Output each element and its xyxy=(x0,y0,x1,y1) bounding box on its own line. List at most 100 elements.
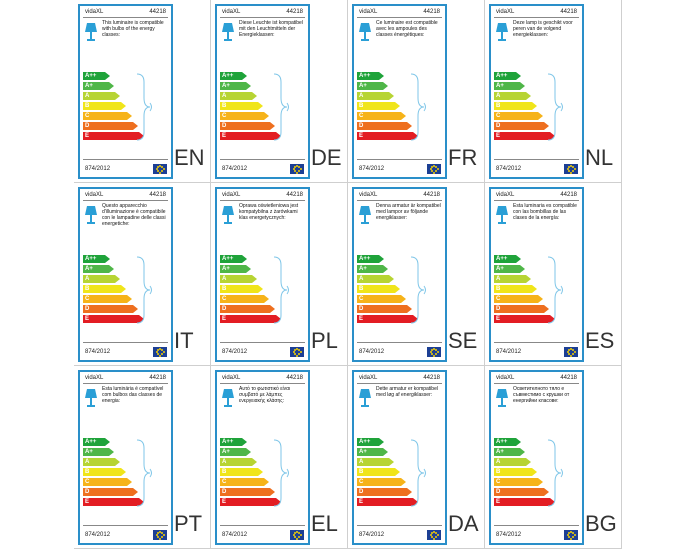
energy-class-fill xyxy=(357,265,383,273)
energy-class-fill xyxy=(220,438,242,446)
energy-class-fill xyxy=(83,295,127,303)
energy-class-bar: C xyxy=(220,295,290,303)
curly-bracket-icon xyxy=(409,255,427,325)
energy-class-arrow xyxy=(242,438,247,446)
energy-class-fill xyxy=(494,72,516,80)
energy-class-fill xyxy=(220,488,270,496)
energy-class-label: D xyxy=(359,123,364,129)
energy-class-label: C xyxy=(85,113,90,119)
brand-name: vidaXL xyxy=(496,9,515,15)
regulation-number: 874/2012 xyxy=(222,349,248,355)
curly-bracket-icon xyxy=(409,72,427,142)
energy-class-arrow xyxy=(379,255,384,263)
header-divider xyxy=(494,383,579,384)
energy-class-arrow xyxy=(109,82,114,90)
energy-class-fill xyxy=(220,72,242,80)
label-cell: vidaXL 44218 Esta luminaria es compatible … xyxy=(485,183,622,366)
energy-class-fill xyxy=(83,82,109,90)
compatibility-text: Ce luminaire est compatible avec les amp… xyxy=(376,20,438,38)
energy-class-bar: A xyxy=(83,275,153,283)
language-code: NL xyxy=(585,145,614,170)
energy-class-fill xyxy=(357,488,407,496)
energy-class-arrow xyxy=(252,458,257,466)
energy-class-label: A++ xyxy=(85,256,97,262)
table-lamp-icon xyxy=(221,388,235,408)
energy-class-arrow xyxy=(264,478,269,486)
energy-class-bar: A+ xyxy=(220,82,290,90)
language-code: PL xyxy=(311,328,338,353)
energy-class-arrow xyxy=(526,458,531,466)
energy-class-arrow xyxy=(127,112,132,120)
energy-class-label: A xyxy=(222,459,227,465)
energy-class-arrow xyxy=(105,255,110,263)
energy-class-fill xyxy=(83,275,115,283)
energy-class-label: A+ xyxy=(496,266,504,272)
energy-class-label: A++ xyxy=(222,73,234,79)
energy-class-bar: A+ xyxy=(357,82,427,90)
brand-name: vidaXL xyxy=(496,192,515,198)
energy-class-arrow xyxy=(252,92,257,100)
energy-class-bar: B xyxy=(357,468,427,476)
energy-class-arrow xyxy=(389,275,394,283)
product-code: 44218 xyxy=(149,9,166,15)
energy-class-bar: A++ xyxy=(220,72,290,80)
energy-class-arrow xyxy=(242,72,247,80)
footer-divider xyxy=(357,159,442,160)
energy-class-arrow xyxy=(139,315,144,323)
energy-class-label: E xyxy=(222,499,227,505)
energy-class-fill xyxy=(494,458,526,466)
energy-class-label: B xyxy=(496,286,501,292)
energy-class-label: D xyxy=(359,306,364,312)
energy-class-bar: C xyxy=(220,478,290,486)
energy-class-arrow xyxy=(270,488,275,496)
energy-class-fill xyxy=(357,102,395,110)
footer-divider xyxy=(83,159,168,160)
energy-class-fill xyxy=(83,265,109,273)
compatibility-text: Esta luminária é compatível com bulbos d… xyxy=(102,386,164,404)
energy-class-label: B xyxy=(359,286,364,292)
energy-class-scale: A++ A+ A B C D E xyxy=(357,72,427,142)
product-code: 44218 xyxy=(286,375,303,381)
energy-class-label: B xyxy=(359,469,364,475)
energy-class-label: A++ xyxy=(496,439,508,445)
energy-class-fill xyxy=(83,468,121,476)
energy-class-bar: A+ xyxy=(494,265,564,273)
energy-class-label: A xyxy=(85,459,90,465)
energy-class-bar: A++ xyxy=(220,438,290,446)
energy-class-arrow xyxy=(544,122,549,130)
energy-class-bar: E xyxy=(83,498,153,506)
energy-class-arrow xyxy=(242,255,247,263)
label-cell: vidaXL 44218 Αυτό το φωτιστικό είναι συμβα… xyxy=(211,366,348,549)
energy-class-arrow xyxy=(121,468,126,476)
regulation-number: 874/2012 xyxy=(222,166,248,172)
energy-class-label: C xyxy=(496,479,501,485)
energy-class-bar: E xyxy=(220,498,290,506)
header-divider xyxy=(220,200,305,201)
energy-class-arrow xyxy=(139,498,144,506)
energy-class-fill xyxy=(83,448,109,456)
energy-class-bar: E xyxy=(220,132,290,140)
energy-class-label: A++ xyxy=(359,439,371,445)
energy-class-arrow xyxy=(532,285,537,293)
language-code: EL xyxy=(311,511,338,536)
energy-class-fill xyxy=(357,82,383,90)
regulation-number: 874/2012 xyxy=(359,349,385,355)
language-code: EN xyxy=(174,145,205,170)
energy-class-bar: B xyxy=(494,102,564,110)
energy-class-fill xyxy=(494,285,532,293)
energy-class-label: E xyxy=(85,499,90,505)
compatibility-text: Esta luminaria es compatible con las bom… xyxy=(513,203,577,221)
energy-class-fill xyxy=(83,132,139,140)
energy-class-bar: C xyxy=(357,112,427,120)
energy-class-fill xyxy=(357,305,407,313)
energy-class-arrow xyxy=(121,285,126,293)
energy-class-fill xyxy=(494,102,532,110)
language-code: FR xyxy=(448,145,478,170)
energy-class-bar: E xyxy=(357,498,427,506)
product-code: 44218 xyxy=(149,192,166,198)
energy-class-bar: A xyxy=(220,92,290,100)
compatibility-text: Dette armatur er kompatibel med løg af e… xyxy=(376,386,438,398)
footer-divider xyxy=(83,525,168,526)
brand-name: vidaXL xyxy=(222,9,241,15)
energy-class-arrow xyxy=(270,305,275,313)
